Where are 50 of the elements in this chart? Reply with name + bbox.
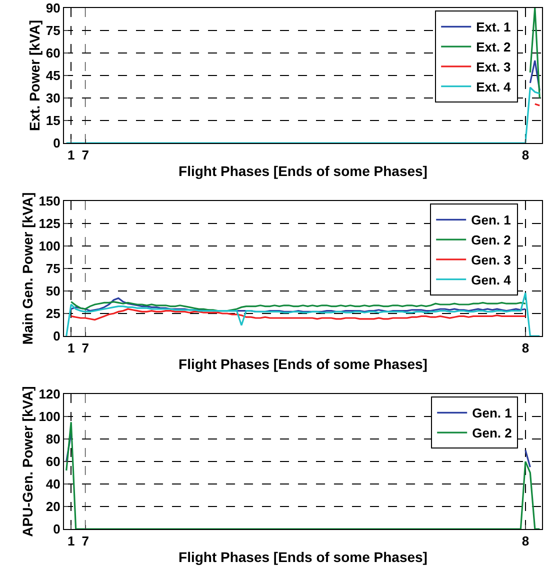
y-tick-label: 20 xyxy=(46,499,60,514)
legend-label: Gen. 2 xyxy=(471,232,511,248)
y-tick-label: 25 xyxy=(46,306,60,322)
y-tick-label: 120 xyxy=(38,386,60,402)
legend-label: Ext. 3 xyxy=(476,60,511,75)
y-tick-label: 100 xyxy=(38,238,60,254)
y-tick-label: 60 xyxy=(46,46,60,61)
y-tick-label: 30 xyxy=(46,90,60,106)
y-tick-label: 40 xyxy=(46,476,60,492)
x-tick-label: 1 xyxy=(67,148,75,163)
legend-label: Ext. 1 xyxy=(476,20,511,35)
x-tick-label: 8 xyxy=(522,148,530,163)
line-series xyxy=(70,308,526,321)
y-tick-label: 45 xyxy=(46,68,60,84)
y-tick-label: 0 xyxy=(53,522,60,537)
y-tick-label: 0 xyxy=(53,328,60,344)
legend-label: Gen. 3 xyxy=(471,252,511,268)
legend-label: Gen. 2 xyxy=(472,426,512,441)
x-tick-label: 8 xyxy=(522,534,530,549)
y-tick-label: 50 xyxy=(46,284,60,299)
y-axis-title: Ext. Power [kVA] xyxy=(26,20,43,131)
legend-label: Gen. 4 xyxy=(471,272,512,288)
y-axis-title: Main Gen. Power [kVA] xyxy=(19,192,36,345)
y-tick-label: 90 xyxy=(46,0,60,16)
x-axis-title: Flight Phases [Ends of some Phases] xyxy=(178,548,428,565)
x-axis-title: Flight Phases [Ends of some Phases] xyxy=(178,356,428,372)
x-axis-title: Flight Phases [Ends of some Phases] xyxy=(178,162,428,179)
x-tick-label: 7 xyxy=(82,534,89,549)
x-tick-label: 7 xyxy=(82,148,89,163)
y-tick-label: 150 xyxy=(38,194,60,209)
y-tick-label: 125 xyxy=(38,216,60,232)
y-tick-label: 75 xyxy=(46,261,60,276)
y-tick-label: 0 xyxy=(53,136,60,151)
line-series xyxy=(70,301,526,312)
y-tick-label: 100 xyxy=(38,409,60,424)
x-tick-label: 8 xyxy=(522,340,530,356)
x-tick-label: 1 xyxy=(67,340,75,356)
x-tick-label: 1 xyxy=(67,534,75,549)
line-series xyxy=(66,292,540,336)
legend-label: Gen. 1 xyxy=(471,212,511,228)
legend-label: Gen. 1 xyxy=(472,406,512,421)
line-series xyxy=(66,421,540,529)
y-tick-label: 15 xyxy=(46,113,60,128)
y-tick-label: 80 xyxy=(46,432,60,447)
y-tick-label: 75 xyxy=(46,23,60,38)
x-tick-label: 7 xyxy=(82,340,89,356)
y-axis-title: APU-Gen. Power [kVA] xyxy=(19,386,36,537)
legend-label: Ext. 4 xyxy=(476,79,512,94)
legend-label: Ext. 2 xyxy=(476,40,511,55)
y-tick-label: 60 xyxy=(46,454,60,470)
